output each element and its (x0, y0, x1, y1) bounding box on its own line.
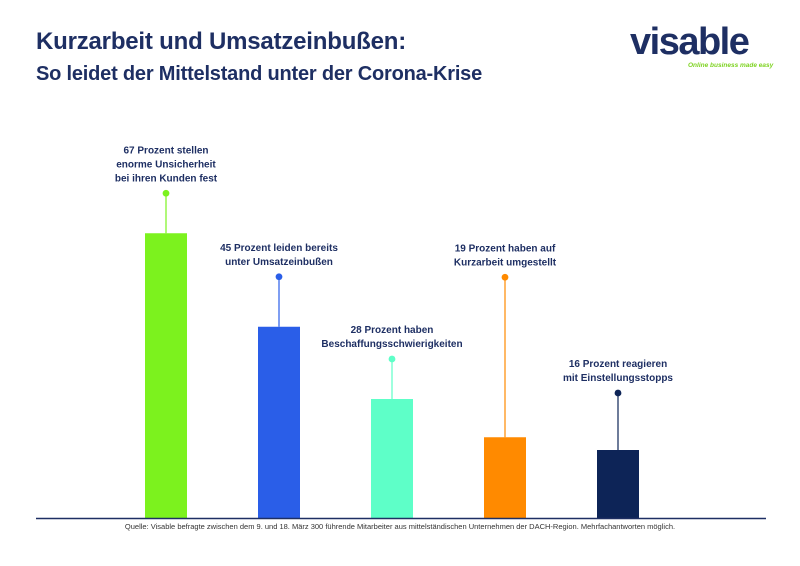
marker-dot (614, 389, 622, 397)
marker-dot (275, 273, 283, 281)
data-label: 19 Prozent haben auf Kurzarbeit umgestell… (454, 243, 557, 268)
data-label-line: 19 Prozent haben auf (455, 243, 556, 254)
data-label-line: bei ihren Kunden fest (115, 173, 218, 184)
data-label: 67 Prozent stellen enorme Unsicherheit bei… (115, 145, 218, 184)
marker-dot (162, 189, 170, 197)
bar (145, 233, 187, 518)
chart-subtitle: So leidet der Mittelstand unter der Coro… (36, 63, 483, 85)
data-label-line: 67 Prozent stellen (123, 145, 208, 156)
logo-tagline: Online business made easy (688, 62, 774, 69)
chart-title: Kurzarbeit und Umsatzeinbußen: (36, 28, 407, 55)
bar (597, 450, 639, 518)
data-label-line: 16 Prozent reagieren (569, 359, 667, 370)
logo-wordmark: visable (630, 21, 750, 63)
data-label-line: mit Einstellungsstopps (563, 373, 673, 384)
data-label: 16 Prozent reagieren mit Einstellungsstop… (563, 359, 673, 384)
data-label: 28 Prozent haben Beschaffungsschwierigkei… (321, 325, 462, 350)
data-label-line: Beschaffungsschwierigkeiten (321, 339, 462, 350)
data-label-line: 28 Prozent haben (351, 325, 434, 336)
marker-dot (388, 355, 396, 363)
marker-dot (501, 273, 509, 281)
data-label-line: enorme Unsicherheit (116, 159, 216, 170)
visable-logo: visable Online business made easy (630, 21, 774, 70)
bar (484, 437, 526, 518)
data-label-line: 45 Prozent leiden bereits (220, 243, 338, 254)
bar (258, 326, 300, 518)
data-label-line: unter Umsatzeinbußen (225, 257, 333, 268)
data-label-line: Kurzarbeit umgestellt (454, 257, 557, 268)
data-label: 45 Prozent leiden bereits unter Umsatzein… (220, 243, 338, 268)
source-note: Quelle: Visable befragte zwischen dem 9.… (124, 522, 676, 531)
bar (371, 399, 413, 518)
